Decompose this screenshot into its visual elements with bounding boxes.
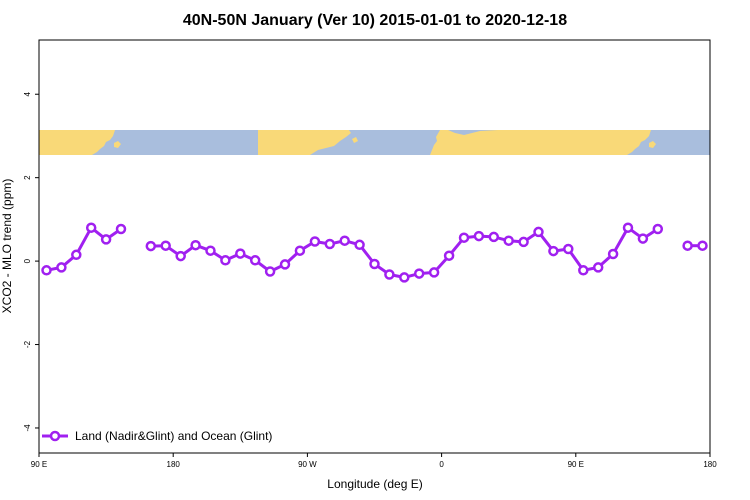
y-axis-label: XCO2 - MLO trend (ppm) (0, 179, 14, 314)
data-point (339, 235, 350, 246)
data-point (56, 262, 67, 273)
data-point (592, 262, 604, 273)
x-tick-label: 180 (703, 460, 717, 469)
legend-label: Land (Nadir&Glint) and Ocean (Glint) (75, 429, 272, 443)
data-point (145, 240, 157, 252)
data-point (100, 234, 112, 245)
y-tick-label: 0 (23, 258, 32, 263)
data-point (249, 255, 261, 266)
data-point (578, 265, 589, 276)
data-point (309, 236, 321, 247)
x-axis: 90 E 180 90 W 0 90 E 180 (31, 453, 717, 469)
data-point (413, 268, 425, 279)
y-tick-label: -2 (23, 340, 32, 348)
data-point (324, 238, 336, 250)
data-point (160, 240, 171, 251)
data-point (399, 272, 410, 283)
data-point (235, 248, 246, 259)
data-point (85, 222, 97, 233)
x-tick-label: 90 E (568, 460, 584, 469)
x-tick-label: 90 W (298, 460, 317, 469)
data-point (264, 266, 276, 277)
data-point (458, 232, 470, 243)
map-land (39, 130, 656, 155)
data-point (533, 226, 544, 238)
data-point (518, 236, 529, 248)
data-point (652, 223, 664, 235)
legend: Land (Nadir&Glint) and Ocean (Glint) (42, 429, 272, 443)
y-tick-label: 4 (23, 91, 32, 96)
x-tick-label: 180 (167, 460, 181, 469)
data-point (220, 255, 231, 266)
y-tick-label: -4 (23, 424, 32, 432)
x-axis-label: Longitude (deg E) (327, 477, 422, 491)
data-point (354, 239, 365, 251)
map-strip (39, 130, 710, 155)
data-point (682, 240, 693, 251)
data-point (428, 267, 440, 278)
series-layer (41, 222, 708, 283)
data-point (697, 240, 708, 251)
data-point (384, 269, 395, 280)
data-point (279, 259, 291, 270)
data-point (473, 230, 485, 242)
data-point (548, 245, 559, 257)
y-axis: -4 -2 0 2 4 (23, 40, 40, 453)
data-point (175, 250, 186, 262)
data-point (205, 245, 216, 256)
data-point (563, 243, 574, 255)
y-tick-label: 2 (23, 175, 32, 180)
data-point (115, 223, 127, 235)
x-tick-label: 90 E (31, 460, 47, 469)
data-point (443, 250, 455, 261)
legend-marker (49, 430, 61, 442)
data-point (503, 235, 514, 246)
data-point (41, 265, 52, 276)
data-point (488, 231, 500, 243)
data-point (622, 222, 634, 233)
data-point (294, 245, 306, 256)
chart-title: 40N-50N January (Ver 10) 2015-01-01 to 2… (183, 12, 567, 29)
data-point (369, 258, 380, 270)
data-point (71, 249, 82, 261)
x-tick-label: 0 (439, 460, 444, 469)
data-point (607, 248, 619, 260)
data-point (637, 233, 649, 244)
data-point (190, 239, 201, 251)
plot-frame (38, 39, 711, 454)
